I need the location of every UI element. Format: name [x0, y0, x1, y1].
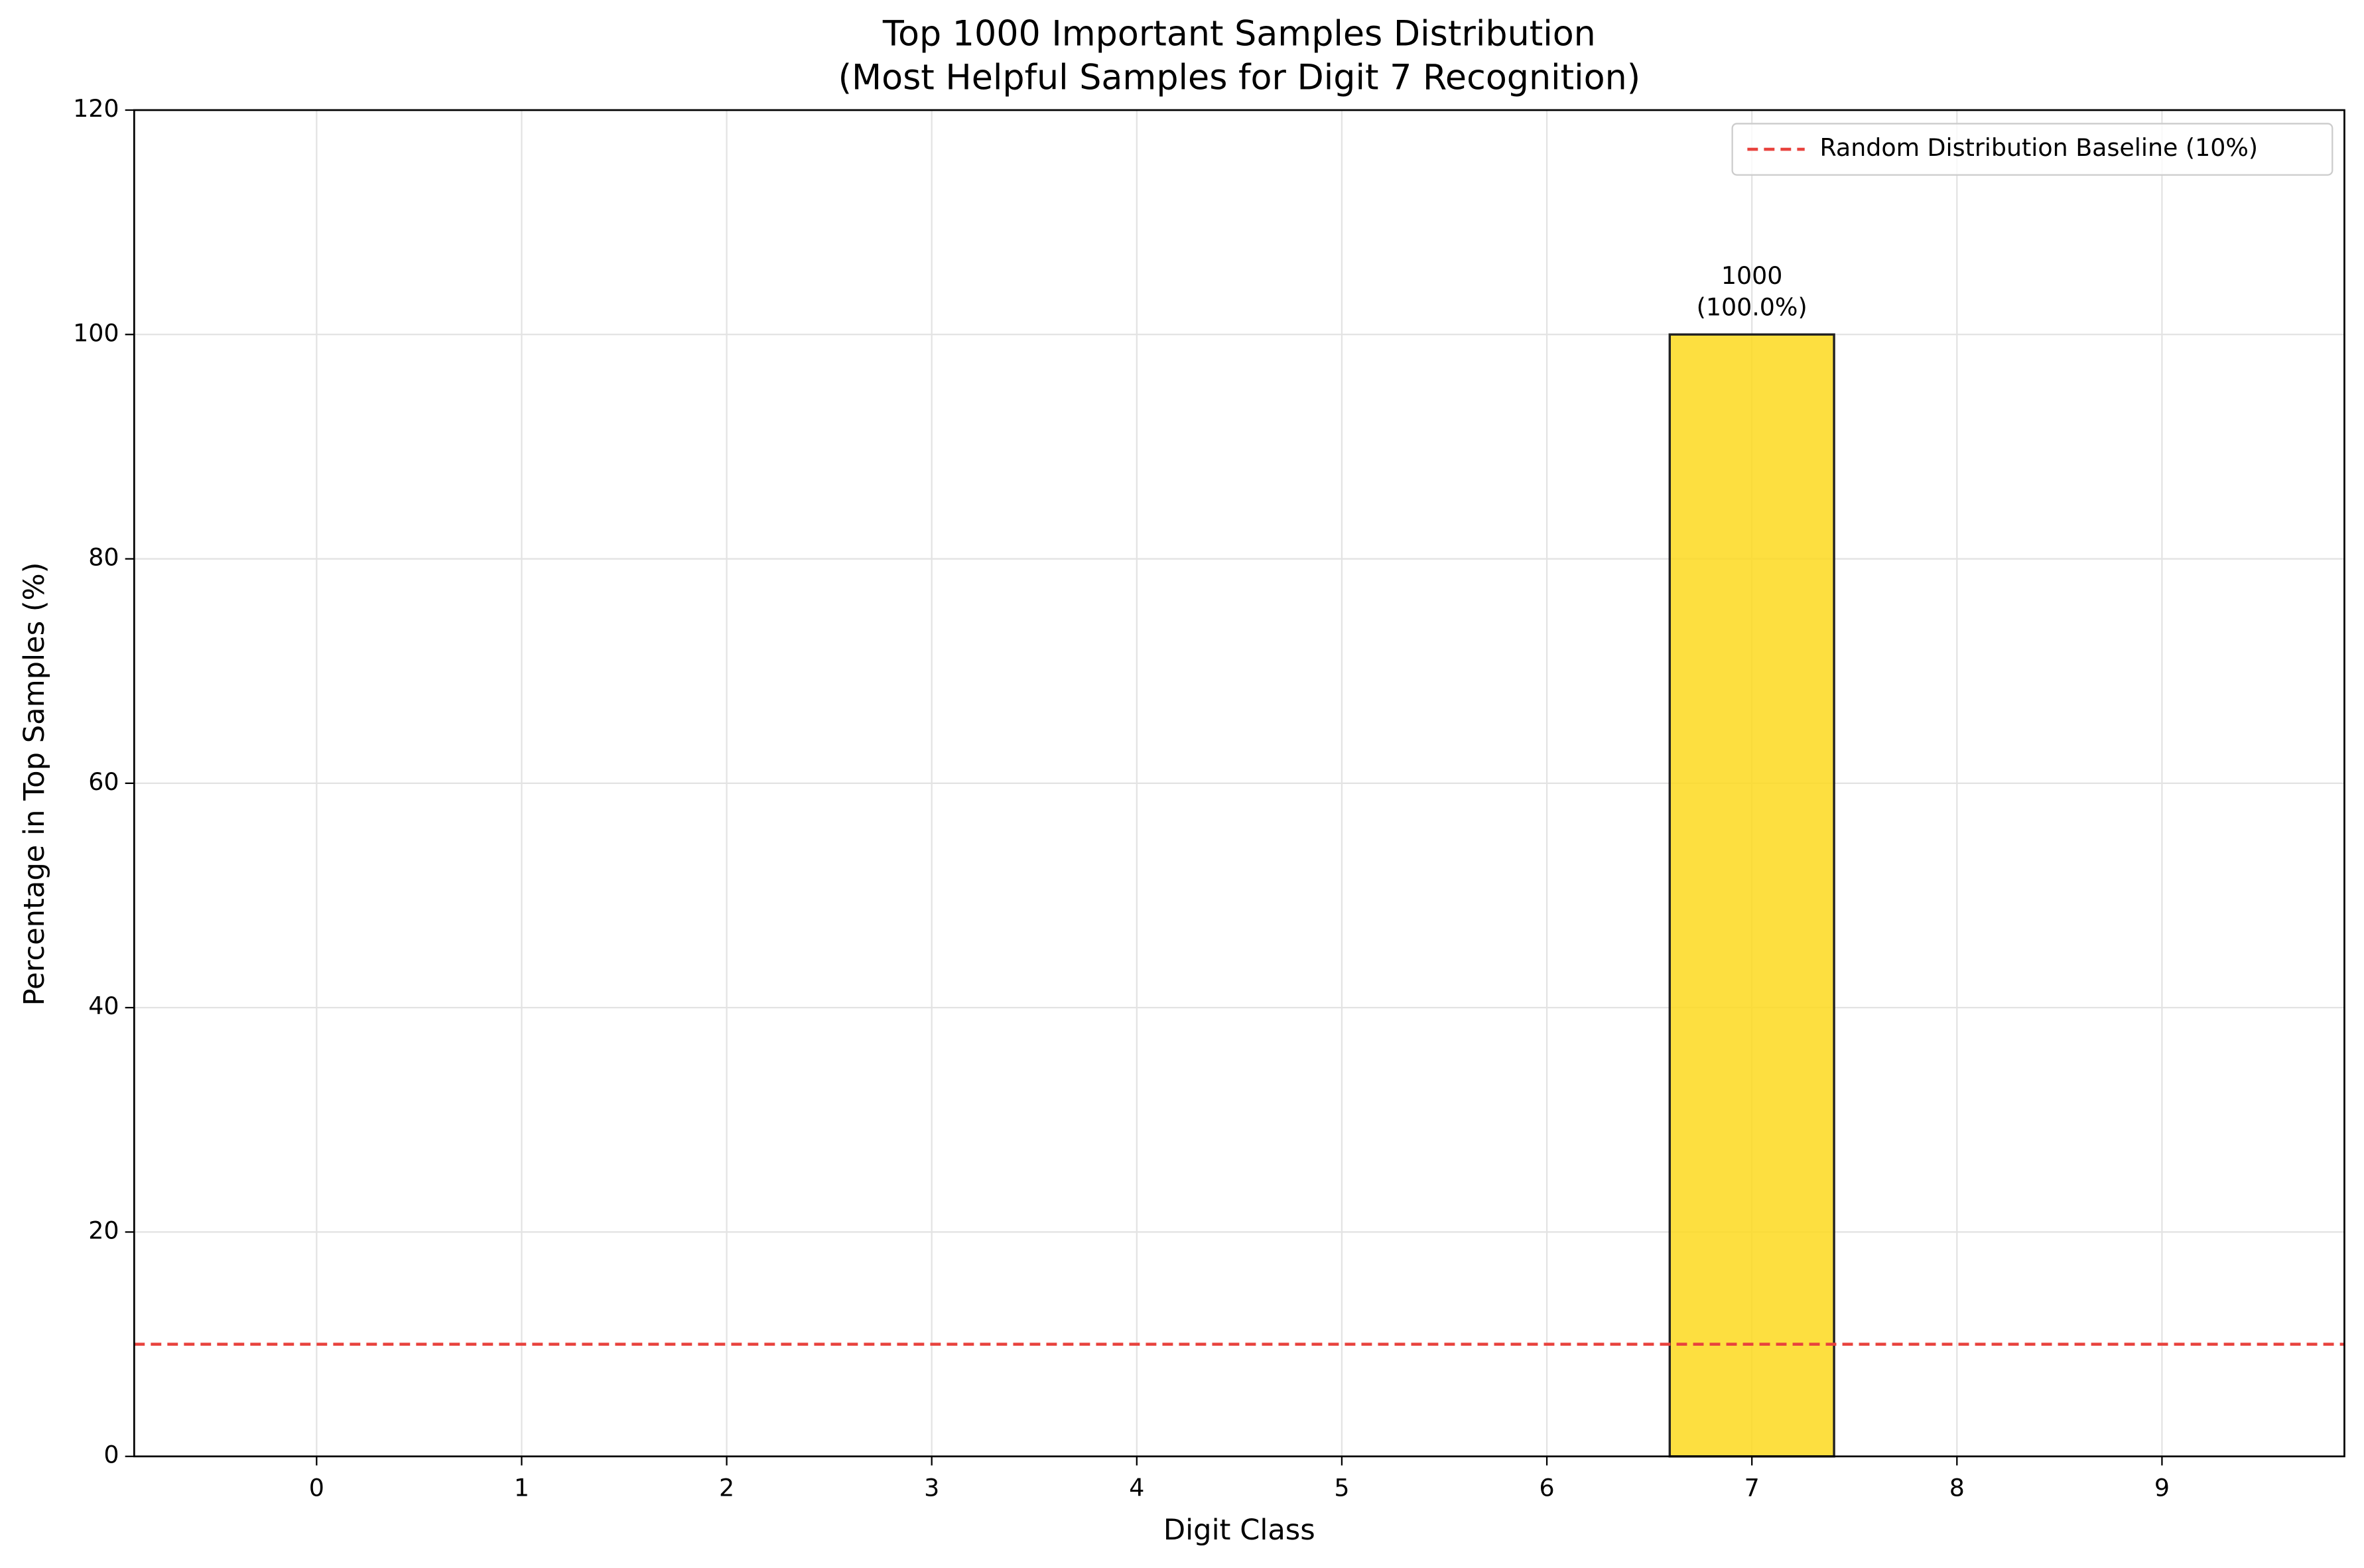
bar: [1668, 333, 1835, 1458]
y-tick-label: 60: [88, 767, 119, 796]
y-axis-label: Percentage in Top Samples (%): [18, 562, 51, 1006]
y-tick-label: 80: [88, 543, 119, 572]
x-tick-label: 8: [1949, 1474, 1965, 1502]
y-tick-label: 40: [88, 992, 119, 1020]
y-tick-label: 20: [88, 1216, 119, 1244]
x-tick-label: 9: [2154, 1474, 2170, 1502]
legend-box: [1731, 123, 2333, 176]
y-tick-label: 100: [73, 318, 119, 347]
y-tick-label: 0: [103, 1441, 119, 1469]
chart-title: Top 1000 Important Samples Distribution: [882, 14, 1596, 54]
x-tick-label: 2: [719, 1474, 734, 1502]
legend-label: Random Distribution Baseline (10%): [1819, 133, 2258, 162]
value-label: (100.0%): [1697, 293, 1807, 322]
x-tick-label: 6: [1539, 1474, 1554, 1502]
x-tick-label: 4: [1129, 1474, 1144, 1502]
x-tick-label: 1: [514, 1474, 529, 1502]
x-tick-label: 0: [309, 1474, 324, 1502]
x-tick-label: 5: [1334, 1474, 1349, 1502]
plot-frame: [133, 109, 2345, 1458]
y-tick-label: 120: [73, 94, 119, 123]
count-label: 1000: [1721, 261, 1783, 290]
chart-subtitle: (Most Helpful Samples for Digit 7 Recogn…: [838, 58, 1641, 98]
x-tick-label: 7: [1744, 1474, 1760, 1502]
x-axis-label: Digit Class: [1163, 1514, 1315, 1547]
x-tick-label: 3: [924, 1474, 939, 1502]
